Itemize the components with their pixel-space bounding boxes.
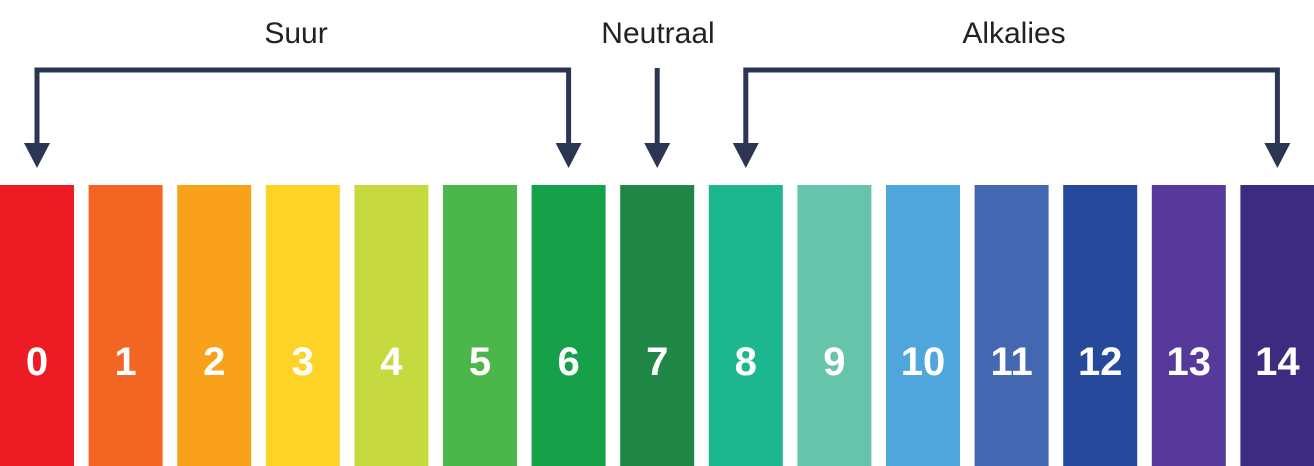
ph-value-label: 9 <box>823 340 845 384</box>
ph-bar-9 <box>797 185 872 466</box>
ph-value-label: 5 <box>469 340 491 384</box>
acid-bracket-arrow-left-icon <box>24 143 50 168</box>
ph-bar-3 <box>265 185 340 466</box>
ph-bar-14 <box>1240 185 1314 466</box>
ph-bar-2 <box>177 185 252 466</box>
neutral-label: Neutraal <box>601 17 714 50</box>
ph-bar-4 <box>354 185 429 466</box>
ph-value-label: 10 <box>901 340 946 384</box>
ph-bar-6 <box>531 185 606 466</box>
ph-value-label: 12 <box>1078 340 1123 384</box>
ph-bar-8 <box>708 185 783 466</box>
neutral-arrow-down-icon <box>644 143 671 168</box>
ph-bar-13 <box>1151 185 1226 466</box>
ph-value-label: 14 <box>1255 340 1300 384</box>
acid-bracket-arrow-right-icon <box>555 143 582 168</box>
alkaline-bracket-arrow-left-icon <box>732 143 759 168</box>
ph-bar-5 <box>443 185 517 466</box>
ph-value-label: 8 <box>735 340 757 384</box>
ph-value-label: 2 <box>203 340 225 384</box>
ph-value-label: 7 <box>646 340 668 384</box>
ph-value-label: 0 <box>26 340 48 384</box>
alkaline-label: Alkalies <box>962 17 1065 50</box>
ph-bar-12 <box>1063 185 1138 466</box>
alkaline-bracket <box>743 67 1280 145</box>
ph-value-label: 4 <box>380 340 403 384</box>
ph-bar-7 <box>620 185 695 466</box>
ph-bar-0 <box>0 185 74 466</box>
ph-bar-11 <box>974 185 1049 466</box>
ph-value-label: 3 <box>292 340 314 384</box>
ph-value-label: 1 <box>114 340 136 384</box>
ph-value-label: 13 <box>1167 340 1212 384</box>
ph-value-label: 6 <box>557 340 579 384</box>
acid-label: Suur <box>264 17 327 50</box>
ph-bar-1 <box>88 185 163 466</box>
alkaline-bracket-arrow-right-icon <box>1264 143 1291 168</box>
ph-value-label: 11 <box>990 340 1032 384</box>
ph-bar-10 <box>886 185 960 466</box>
acid-bracket <box>34 67 572 145</box>
